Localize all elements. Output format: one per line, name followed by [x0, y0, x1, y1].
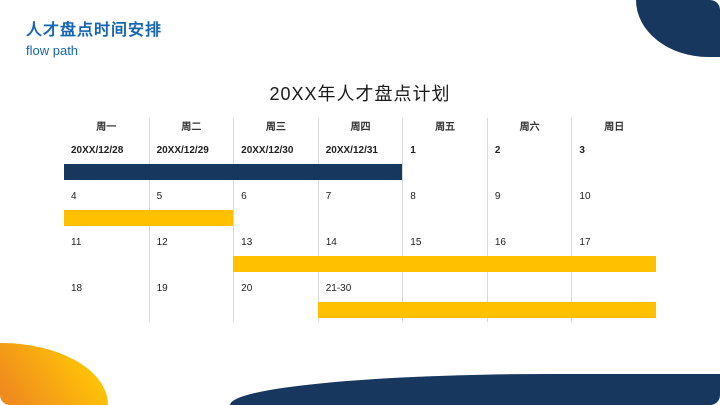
date-cell: 21-30	[317, 276, 403, 300]
bar-track-cell	[233, 208, 318, 230]
date-cell: 13	[233, 230, 318, 254]
date-cell: 20	[233, 276, 318, 300]
schedule-calendar: 周一 周二 周三 周四 周五 周六 周日 20XX/12/28 20XX/12/29 20XX/…	[64, 118, 656, 322]
date-cell: 20XX/12/28	[71, 145, 124, 156]
bar-track-cell	[571, 208, 656, 230]
date-cell	[486, 276, 572, 300]
date-cell: 17	[571, 230, 656, 254]
date-cell: 20XX/12/29	[148, 138, 234, 162]
calendar-week-row: 18 19 20 21-30	[64, 276, 656, 322]
bar-track-cell	[148, 254, 234, 276]
date-cell: 7	[317, 184, 403, 208]
date-cell	[402, 276, 487, 300]
date-cell: 4	[71, 191, 77, 202]
schedule-bar	[64, 164, 403, 180]
date-cell: 20XX/12/30	[233, 138, 318, 162]
bar-track-cell	[148, 300, 234, 322]
date-cell: 10	[571, 184, 656, 208]
schedule-bar	[64, 210, 234, 226]
date-cell: 20XX/12/31	[317, 138, 403, 162]
bar-track-cell	[402, 162, 487, 184]
date-cell: 16	[486, 230, 572, 254]
calendar-week-row: 20XX/12/28 20XX/12/29 20XX/12/30 20XX/12/31…	[64, 138, 656, 184]
schedule-bar	[317, 302, 656, 318]
date-cell: 12	[148, 230, 234, 254]
date-cell: 19	[148, 276, 234, 300]
calendar-week-row: 11 12 13 14 15 16 17	[64, 230, 656, 276]
date-cell: 2	[486, 138, 572, 162]
date-cell: 3	[571, 138, 656, 162]
bar-track-cell	[571, 162, 656, 184]
bar-track-cell	[233, 300, 318, 322]
slide-title: 人才盘点时间安排	[26, 22, 163, 39]
decor-bottom-right-shape	[230, 374, 720, 405]
bar-track-cell	[402, 208, 487, 230]
bar-track-cell	[64, 254, 149, 276]
calendar-weeks: 20XX/12/28 20XX/12/29 20XX/12/30 20XX/12/31…	[64, 138, 656, 322]
calendar-week-row: 4 5 6 7 8 9 10	[64, 184, 656, 230]
weekday-label: 周日	[571, 118, 656, 138]
date-cell: 5	[148, 184, 234, 208]
weekday-label: 周六	[486, 118, 572, 138]
bar-track-cell	[486, 208, 572, 230]
weekday-label: 周三	[233, 118, 318, 138]
weekday-header-row: 周一 周二 周三 周四 周五 周六 周日	[64, 118, 656, 138]
bar-track-cell	[64, 300, 149, 322]
slide-subtitle: flow path	[26, 43, 79, 58]
weekday-label: 周二	[148, 118, 234, 138]
date-cell: 6	[233, 184, 318, 208]
date-cell: 15	[402, 230, 487, 254]
date-cell: 18	[71, 283, 83, 294]
date-cell: 9	[486, 184, 572, 208]
decor-bottom-left-shape	[0, 343, 108, 405]
date-cell: 14	[317, 230, 403, 254]
weekday-label: 周四	[317, 118, 403, 138]
decor-top-right-shape	[636, 0, 720, 57]
calendar-title: 20XX年人才盘点计划	[269, 84, 451, 104]
schedule-bar	[233, 256, 656, 272]
date-cell: 1	[402, 138, 487, 162]
weekday-label: 周五	[402, 118, 487, 138]
date-cell: 11	[71, 237, 82, 248]
slide-header: 人才盘点时间安排 flow path	[26, 16, 162, 58]
bar-track-cell	[486, 162, 572, 184]
weekday-label: 周一	[96, 122, 117, 133]
date-cell	[571, 276, 656, 300]
date-cell: 8	[402, 184, 487, 208]
bar-track-cell	[317, 208, 403, 230]
